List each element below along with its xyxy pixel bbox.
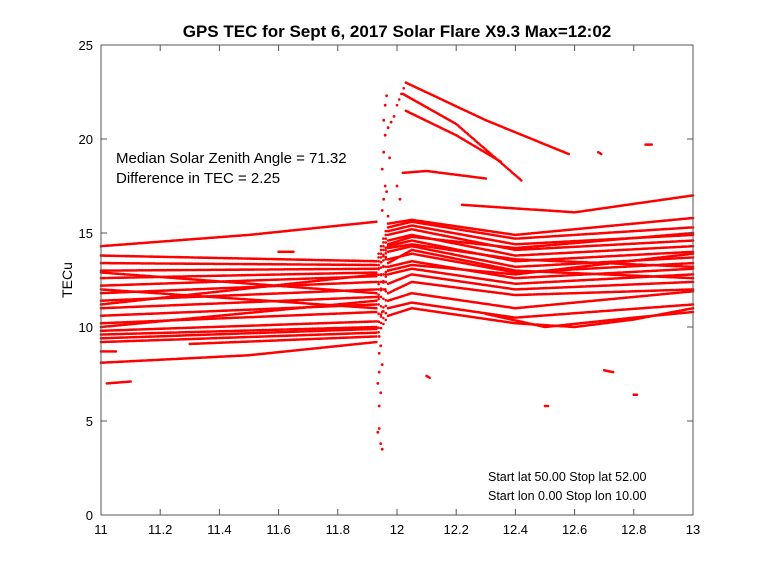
data-point: [375, 310, 378, 314]
data-point: [384, 233, 388, 237]
data-point: [379, 248, 383, 252]
data-point: [375, 267, 378, 271]
data-point: [379, 244, 383, 248]
data-point: [375, 320, 378, 323]
data-point: [382, 241, 385, 244]
data-point: [375, 280, 378, 284]
y-axis-label: TECu: [59, 262, 75, 298]
data-point: [382, 259, 385, 262]
data-point: [375, 220, 378, 223]
data-point: [384, 265, 388, 269]
data-point: [375, 295, 378, 299]
tec-track: [99, 280, 695, 340]
data-point: [375, 327, 378, 331]
data-point: [379, 305, 383, 308]
tec-track: [105, 380, 132, 385]
data-point: [382, 306, 385, 309]
data-point: [379, 266, 383, 269]
tec-track: [99, 273, 695, 333]
chart-title: GPS TEC for Sept 6, 2017 Solar Flare X9.…: [183, 22, 612, 41]
data-point: [377, 259, 380, 263]
data-marks: [99, 81, 695, 451]
data-point: [382, 297, 385, 301]
data-point: [377, 312, 380, 316]
tec-track: [99, 220, 378, 248]
data-point: [384, 229, 388, 233]
tec-track: [99, 350, 118, 353]
data-point: [377, 256, 380, 259]
data-point: [375, 303, 378, 306]
data-point: [379, 280, 383, 284]
data-point: [377, 295, 380, 299]
data-point: [377, 252, 380, 255]
data-point: [384, 280, 388, 284]
data-point: [384, 246, 388, 249]
data-point: [382, 237, 385, 240]
data-point: [114, 350, 118, 353]
data-point: [377, 273, 380, 277]
data-point: [375, 288, 378, 291]
data-point: [384, 273, 388, 276]
data-point: [379, 256, 383, 259]
data-point: [382, 273, 385, 276]
data-point: [382, 244, 385, 248]
data-point: [375, 259, 378, 263]
data-point: [379, 295, 383, 299]
data-point: [379, 313, 383, 316]
data-point: [379, 252, 383, 255]
data-point: [377, 303, 380, 306]
data-point: [384, 237, 388, 240]
data-point: [375, 340, 378, 344]
data-point: [384, 252, 388, 255]
tec-track: [99, 340, 378, 365]
data-point: [129, 380, 132, 383]
data-point: [384, 241, 388, 244]
data-point: [377, 288, 380, 291]
data-point: [382, 248, 385, 252]
data-point: [375, 263, 378, 267]
data-point: [377, 263, 380, 267]
data-point: [384, 299, 388, 302]
